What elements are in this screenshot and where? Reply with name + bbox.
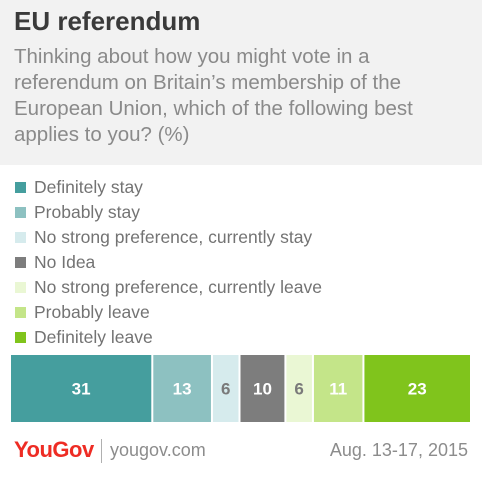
bar-value-label: 31	[72, 380, 91, 399]
legend-item: Definitely stay	[15, 175, 322, 200]
legend-item: No strong preference, currently stay	[15, 225, 322, 250]
bar-segment	[11, 355, 152, 422]
legend-label: No Idea	[34, 252, 96, 272]
bar-segment	[313, 355, 363, 422]
legend-label: No strong preference, currently leave	[34, 277, 322, 297]
legend-label: Probably leave	[34, 302, 150, 322]
legend-swatch	[15, 182, 26, 193]
yougov-logo: YouGov	[14, 437, 94, 462]
legend-swatch	[15, 332, 26, 343]
legend-swatch	[15, 282, 26, 293]
footer-date: Aug. 13-17, 2015	[329, 440, 468, 460]
legend-label: No strong preference, currently stay	[34, 227, 313, 247]
legend-swatch	[15, 232, 26, 243]
bar-value-label: 11	[329, 380, 347, 399]
legend-item: Definitely leave	[15, 325, 322, 350]
legend-swatch	[15, 307, 26, 318]
bar-segment	[286, 355, 312, 422]
legend-label: Probably stay	[34, 202, 141, 222]
bar-value-label: 6	[294, 380, 303, 399]
footer-divider	[101, 439, 102, 463]
footer-site-link[interactable]: yougov.com	[110, 440, 206, 460]
chart-subtitle: Thinking about how you might vote in a r…	[14, 45, 413, 146]
bar-value-label: 6	[221, 380, 230, 399]
legend-item: No strong preference, currently leave	[15, 275, 322, 300]
header-panel: EU referendum Thinking about how you mig…	[0, 0, 482, 165]
bar-segment	[240, 355, 285, 422]
legend-label: Definitely leave	[34, 327, 153, 347]
legend-swatch	[15, 207, 26, 218]
legend: Definitely stay Probably stay No strong pr…	[15, 175, 322, 350]
bar-value-label: 10	[253, 380, 272, 399]
chart-title: EU referendum	[14, 6, 201, 36]
bar-segment	[364, 355, 470, 422]
legend-swatch	[15, 257, 26, 268]
legend-item: Probably leave	[15, 300, 322, 325]
legend-label: Definitely stay	[34, 177, 143, 197]
legend-item: Probably stay	[15, 200, 322, 225]
legend-item: No Idea	[15, 250, 322, 275]
bar-segment	[212, 355, 239, 422]
bar-segment	[153, 355, 211, 422]
bar-value-label: 23	[408, 380, 427, 399]
bar-value-label: 13	[173, 380, 192, 399]
